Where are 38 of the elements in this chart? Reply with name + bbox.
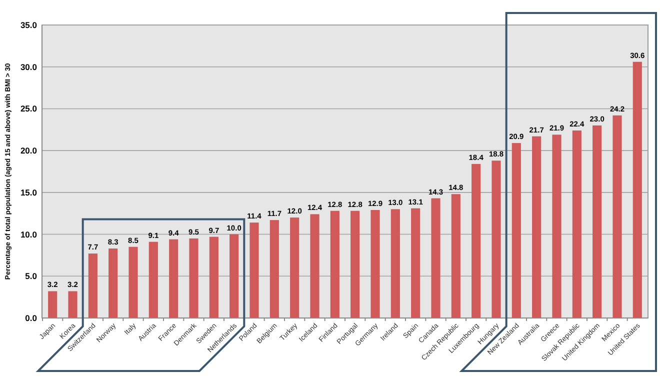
bar: [48, 291, 58, 318]
bar: [451, 194, 460, 318]
y-tick-label: 0.0: [25, 312, 38, 323]
bar: [148, 242, 158, 318]
bar: [592, 125, 602, 318]
bar: [492, 160, 501, 318]
bar: [209, 236, 218, 318]
y-tick-label: 25.0: [20, 104, 38, 114]
bar: [189, 238, 198, 318]
y-tick-label: 15.0: [20, 187, 38, 198]
bar: [290, 218, 300, 318]
bar: [632, 62, 642, 318]
y-tick-label: 30.0: [20, 62, 38, 72]
bar: [270, 220, 279, 318]
y-tick-label: 5.0: [25, 271, 38, 282]
bar: [330, 210, 340, 318]
bar: [472, 164, 481, 318]
bar: [68, 291, 78, 318]
bar: [512, 143, 521, 318]
bar: [572, 130, 582, 318]
y-tick-label: 35.0: [20, 20, 38, 30]
y-tick-label: 10.0: [20, 229, 38, 240]
bar: [250, 222, 259, 318]
bar: [612, 115, 622, 318]
bar: [552, 134, 562, 318]
bar: [350, 210, 360, 318]
bar: [169, 239, 178, 318]
bar: [310, 214, 320, 318]
bar: [230, 234, 239, 318]
bar: [370, 210, 380, 318]
bar: [390, 209, 400, 318]
bar: [431, 198, 440, 318]
bar: [108, 248, 118, 318]
bar: [532, 136, 542, 318]
bar: [88, 254, 98, 318]
bar: [128, 246, 138, 318]
y-tick-label: 20.0: [20, 146, 38, 156]
bar: [411, 208, 420, 318]
